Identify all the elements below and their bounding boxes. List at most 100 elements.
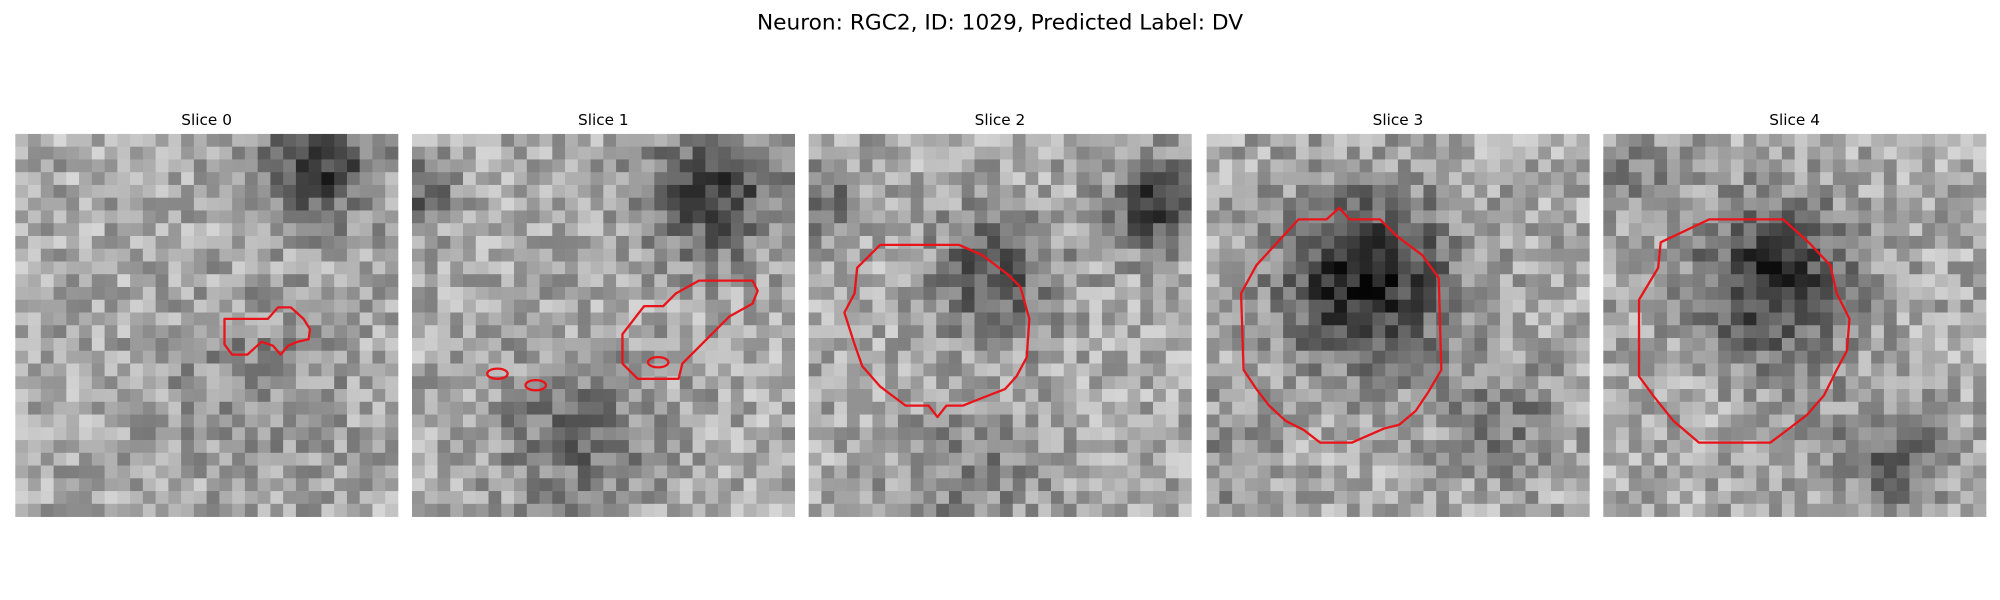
pixel <box>1153 223 1167 237</box>
pixel <box>40 491 54 505</box>
pixel <box>1756 465 1770 479</box>
pixel <box>1499 133 1514 148</box>
pixel <box>1423 325 1437 339</box>
pixel <box>974 274 988 288</box>
pixel <box>936 363 950 377</box>
pixel <box>1410 159 1424 173</box>
pixel <box>15 133 29 148</box>
pixel <box>667 210 681 224</box>
pixel <box>948 491 963 505</box>
pixel <box>1089 210 1103 224</box>
pixel <box>385 235 399 250</box>
pixel <box>1807 440 1821 454</box>
pixel <box>1153 184 1167 199</box>
pixel <box>872 325 886 339</box>
pixel <box>1219 452 1233 466</box>
pixel <box>359 478 373 492</box>
pixel <box>40 235 54 250</box>
pixel <box>1051 414 1065 428</box>
pixel <box>1858 172 1872 186</box>
pixel <box>552 274 566 288</box>
pixel <box>181 312 195 326</box>
pixel <box>1922 325 1936 339</box>
pixel <box>808 338 822 352</box>
pixel <box>539 363 553 377</box>
pixel <box>321 146 335 160</box>
pixel <box>1499 478 1514 492</box>
pixel <box>463 491 477 505</box>
pixel <box>1563 389 1577 403</box>
pixel <box>40 325 54 339</box>
pixel <box>885 338 899 352</box>
pixel <box>40 363 54 377</box>
pixel <box>961 503 975 517</box>
pixel <box>501 478 515 492</box>
pixel <box>155 503 169 517</box>
pixel <box>308 299 322 313</box>
pixel <box>1628 235 1642 250</box>
pixel <box>501 503 515 517</box>
pixel <box>1127 172 1141 186</box>
pixel <box>743 261 757 275</box>
pixel <box>79 376 93 390</box>
pixel <box>1871 350 1885 364</box>
pixel <box>1730 210 1744 224</box>
pixel <box>1025 210 1039 224</box>
pixel <box>948 325 963 339</box>
pixel <box>475 312 489 326</box>
pixel <box>91 452 105 466</box>
pixel <box>1153 401 1167 415</box>
pixel <box>577 491 591 505</box>
pixel <box>1295 274 1310 288</box>
pixel <box>1525 491 1539 505</box>
pixel <box>514 261 528 275</box>
pixel <box>334 274 348 288</box>
pixel <box>463 197 477 211</box>
pixel <box>1423 338 1437 352</box>
pixel <box>1973 312 1987 326</box>
pixel <box>1283 235 1297 250</box>
pixel <box>142 146 156 160</box>
pixel <box>1025 261 1039 275</box>
pixel <box>1244 503 1259 517</box>
pixel <box>1461 146 1475 160</box>
pixel <box>1232 312 1246 326</box>
pixel <box>1858 184 1872 199</box>
pixel <box>1871 261 1885 275</box>
pixel <box>117 452 131 466</box>
pixel <box>168 440 182 454</box>
pixel <box>616 235 630 250</box>
pixel <box>667 465 681 479</box>
pixel <box>1474 491 1488 505</box>
pixel <box>821 325 835 339</box>
pixel <box>1845 235 1859 250</box>
pixel <box>117 389 131 403</box>
pixel <box>1063 478 1077 492</box>
pixel <box>718 159 732 173</box>
pixel <box>1538 440 1552 454</box>
pixel <box>1165 274 1179 288</box>
pixel <box>359 312 373 326</box>
pixel <box>1461 503 1475 517</box>
pixel <box>1769 440 1783 454</box>
pixel <box>999 184 1014 199</box>
pixel <box>359 261 373 275</box>
pixel <box>846 427 861 441</box>
pixel <box>1165 261 1179 275</box>
pixel <box>514 223 528 237</box>
pixel <box>1551 197 1565 211</box>
pixel <box>79 274 93 288</box>
pixel <box>961 274 975 288</box>
pixel <box>769 223 783 237</box>
pixel <box>91 159 105 173</box>
pixel <box>142 210 156 224</box>
pixel <box>295 133 310 148</box>
pixel <box>1616 465 1630 479</box>
pixel <box>1063 248 1077 262</box>
pixel <box>1883 414 1898 428</box>
pixel <box>565 184 579 199</box>
pixel <box>1321 261 1335 275</box>
pixel <box>283 146 297 160</box>
pixel <box>1461 389 1475 403</box>
pixel <box>1206 286 1220 301</box>
